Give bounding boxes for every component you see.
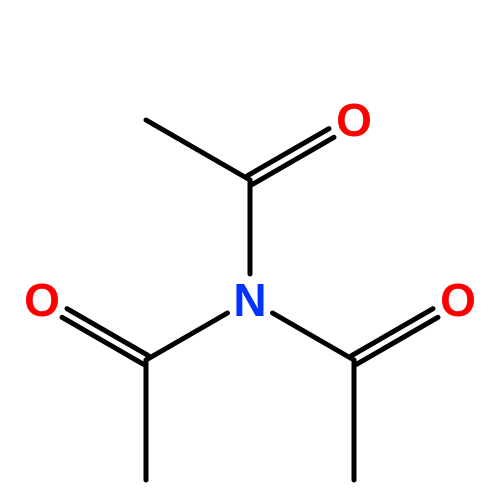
bond bbox=[252, 137, 333, 184]
atom-O-label: O bbox=[440, 274, 476, 326]
bond bbox=[146, 120, 250, 180]
bond bbox=[352, 309, 433, 356]
bond bbox=[67, 309, 148, 356]
atom-O-label: O bbox=[24, 274, 60, 326]
atom-N-label: N bbox=[233, 274, 266, 326]
bond bbox=[273, 313, 354, 360]
chemical-structure: N O O O bbox=[0, 0, 500, 500]
bond bbox=[146, 313, 227, 360]
bond bbox=[62, 317, 143, 364]
bond bbox=[248, 129, 329, 176]
atom-O-label: O bbox=[336, 94, 372, 146]
bond bbox=[356, 317, 437, 364]
